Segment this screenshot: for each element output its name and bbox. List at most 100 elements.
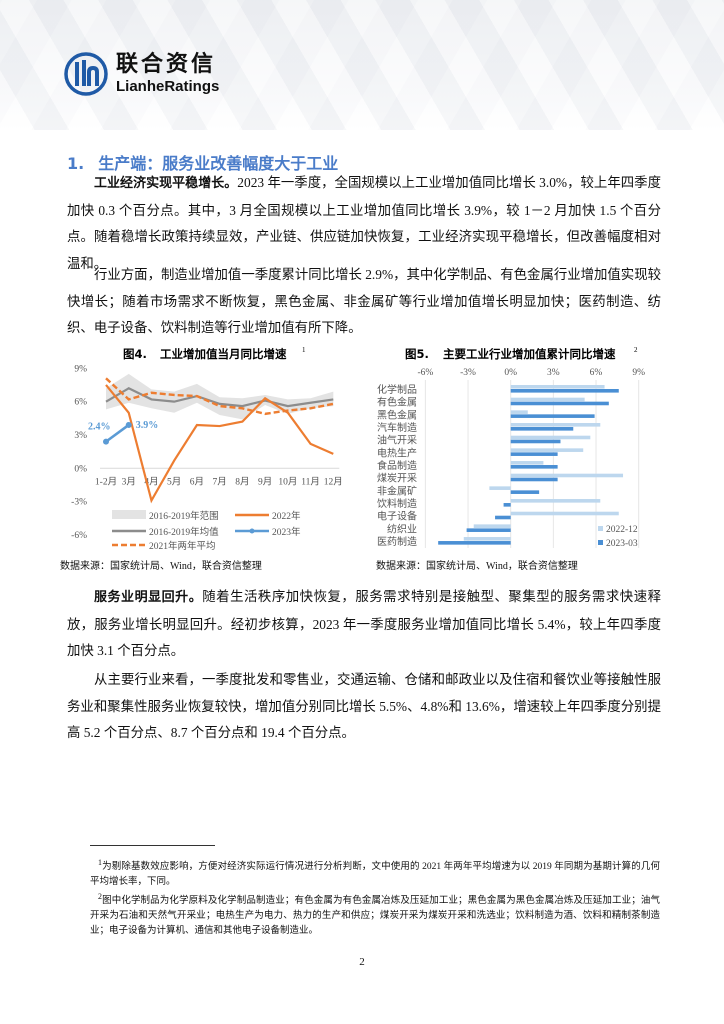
footnote-mark: 1 [98,858,102,867]
paragraph-lead: 工业经济实现平稳增长。 [94,176,238,191]
y-tick-label: -6% [71,531,87,541]
bar-2023-03 [510,439,561,444]
chart-title: 主要工业行业增加值累计同比增速 [443,347,616,361]
x-tick-label: 8月 [235,476,249,487]
legend-label: 2016-2019年范围 [149,510,219,522]
bar-2023-03 [503,503,511,507]
x-tick-label: 11月 [301,476,320,487]
section-heading: 1. 生产端：服务业改善幅度大于工业 [67,150,352,174]
footnote-mark: 2 [98,892,102,901]
logo: 联合资信 LianheRatings [64,52,219,96]
legend-marker [249,528,255,534]
footnote-2: 2图中化学制品为化学原料及化学制品制造业；有色金属为有色金属冶炼及压延加工业；黑… [90,889,660,939]
paragraph-text: 从主要行业来看，一季度批发和零售业，交通运输、仓储和邮政业以及住宿和餐饮业等接触… [67,672,661,740]
data-label: 3.9% [136,420,159,431]
series-band-2016-2019-range [106,373,334,420]
section-number: 1. [67,154,85,173]
series-line-2021-two-year-average [105,377,334,416]
category-label: 有色金属 [377,396,417,409]
category-label: 汽车制造 [377,421,417,434]
y-tick-label: -3% [71,498,87,508]
x-tick-label: 3% [547,368,560,378]
bar-2022-12 [510,473,624,478]
bar-2022-12 [510,499,601,503]
logo-english-name: LianheRatings [116,78,220,95]
series-line-2023 [105,423,130,443]
bar-2023-03 [438,541,511,545]
series-line-2022 [105,384,334,504]
x-tick-label: 0% [504,368,517,378]
category-label: 食品制造 [377,459,417,472]
bar-2022-12 [510,511,619,516]
bar-2022-12 [510,461,544,465]
chart-title-footnote-mark: 2 [634,346,638,354]
y-tick-label: 3% [74,431,87,441]
footnote-text: 为剔除基数效应影响，方便对经济实际运行情况进行分析判断，文中使用的 2021 年… [90,862,660,888]
footnote-divider [90,845,215,846]
category-label: 非金属矿 [377,484,417,497]
category-label: 医药制造 [377,535,417,548]
x-tick-label: 1-2月 [95,476,117,487]
legend-label: 2023年 [272,526,301,538]
bar-2022-12 [463,537,511,541]
legend-label: 2016-2019年均值 [149,526,219,538]
x-tick-label: 6% [590,368,603,378]
bar-2022-12 [510,385,605,389]
y-tick-label: 9% [74,364,87,374]
x-tick-label: 7月 [213,476,227,487]
y-tick-label: 6% [74,398,87,408]
bar-2022-12 [510,397,585,402]
bar-2022-12 [489,486,511,490]
y-tick-label: 0% [74,464,87,474]
bar-2023-03 [510,414,595,418]
bar-2022-12 [510,423,601,427]
data-label: 2.4% [88,422,111,433]
bar-2023-03 [510,427,574,431]
paragraph-text: 2023 年一季度，全国规模以上工业增加值同比增长 3.0%，较上年四季度加快 … [67,175,661,271]
x-tick-label: 9% [632,368,645,378]
bar-2022-12 [510,435,591,440]
paragraph-services: 服务业明显回升。随着生活秩序加快恢复，服务需求特别是接触型、聚集型的服务需求快速… [67,584,661,665]
bar-2022-12 [510,448,584,452]
bar-2022-12 [510,410,528,414]
footnote-1: 1为剔除基数效应影响，方便对经济实际运行情况进行分析判断，文中使用的 2021 … [90,855,660,890]
bar-2023-03 [510,452,558,456]
legend-swatch [112,510,146,519]
chart-industry-cumulative-growth: 图5. 主要工业行业增加值累计同比增速 2 -6% -3% 0% 3% 6% 9% 化学制品 有色金… [370,340,660,570]
legend-swatch [598,540,603,545]
bar-2022-12 [473,524,511,528]
x-tick-label: 6月 [190,476,204,487]
paragraph-text: 行业方面，制造业增加值一季度累计同比增长 2.9%，其中化学制品、有色金属行业增… [67,267,661,335]
paragraph-lead: 服务业明显回升。 [94,590,203,605]
x-tick-label: 12月 [324,476,343,487]
line-chart: 图4. 工业增加值当月同比增速 1 9% 6% 3% 0% -3% -6% 1-2月 3月 4月 5月 6… [60,346,343,570]
paragraph-industry: 工业经济实现平稳增长。2023 年一季度，全国规模以上工业增加值同比增长 3.0… [67,170,661,277]
bar-2023-03 [510,389,619,393]
bar-2023-03 [510,401,609,406]
x-tick-label: 3月 [122,476,136,487]
data-point-2023 [125,421,132,428]
legend-label: 2021年两年平均 [149,540,216,552]
category-label: 煤炭开采 [377,472,417,485]
lianhe-logo-icon [64,52,108,96]
bar-2023-03 [495,515,511,520]
paragraph-service-sectors: 从主要行业来看，一季度批发和零售业，交通运输、仓储和邮政业以及住宿和餐饮业等接触… [67,667,661,747]
x-tick-label: -6% [417,368,433,378]
x-tick-label: 4月 [144,476,158,487]
category-label: 电子设备 [377,510,417,523]
legend-swatch [598,526,603,531]
header-background-pattern [0,0,724,130]
bar-2023-03 [510,465,558,469]
bar-chart: 图5. 主要工业行业增加值累计同比增速 2 -6% -3% 0% 3% 6% 9% 化学制品有色金… [376,346,645,570]
chart-title-footnote-mark: 1 [302,346,306,354]
chart-industrial-value-added-monthly: 图4. 工业增加值当月同比增速 1 9% 6% 3% 0% -3% -6% 1-2月 3月 4月 5月 6… [60,340,350,570]
section-title: 生产端：服务业改善幅度大于工业 [98,154,339,173]
legend-label: 2022年 [272,510,301,522]
chart-source: 数据来源：国家统计局、Wind，联合资信整理 [60,559,262,570]
bar-2023-03 [510,490,540,494]
chart-title: 工业增加值当月同比增速 [160,347,287,361]
bar-2023-03 [510,477,558,482]
chart-source: 数据来源：国家统计局、Wind，联合资信整理 [376,559,578,570]
x-tick-label: 5月 [167,476,181,487]
